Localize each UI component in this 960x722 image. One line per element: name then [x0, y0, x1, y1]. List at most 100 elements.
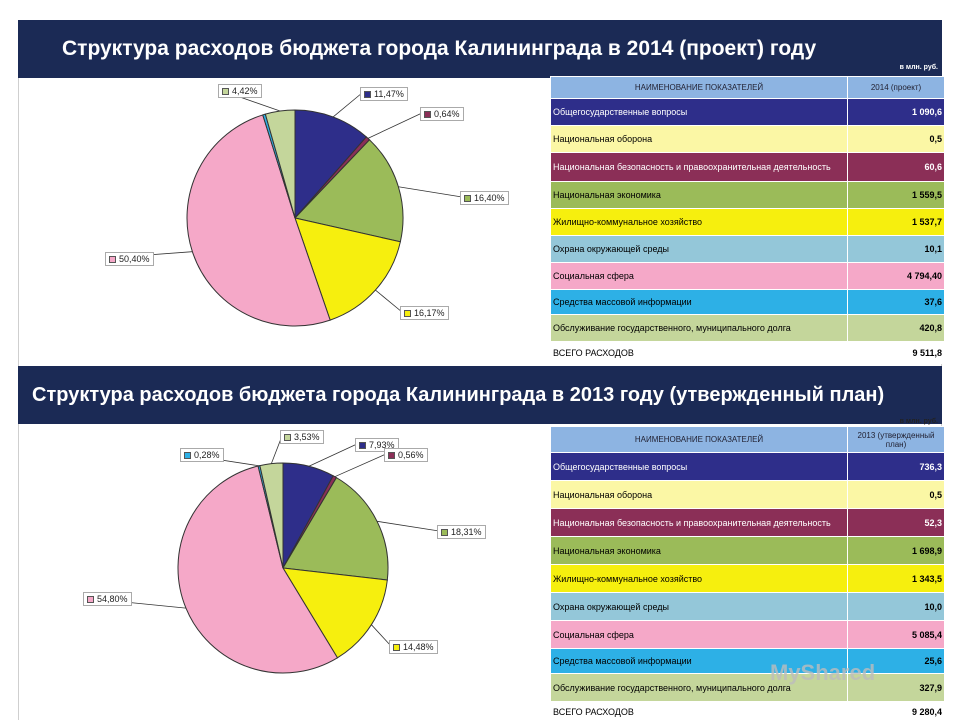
row-value: 1 698,9 — [848, 537, 945, 565]
table-row: Общегосударственные вопросы 736,3 — [551, 453, 945, 481]
legend-swatch-icon — [359, 442, 366, 449]
data-label-text: 50,40% — [119, 254, 150, 264]
data-label: 16,40% — [460, 191, 509, 205]
table-row: Социальная сфера 5 085,4 — [551, 621, 945, 649]
leader-line — [333, 93, 362, 117]
row-name: Социальная сфера — [551, 621, 848, 649]
leader-line — [377, 521, 439, 531]
watermark: MyShared — [770, 660, 875, 686]
row-value: 0,5 — [848, 126, 945, 153]
data-label-text: 54,80% — [97, 594, 128, 604]
leader-line — [335, 454, 386, 477]
data-label: 4,42% — [218, 84, 262, 98]
table-header-row: НАИМЕНОВАНИЕ ПОКАЗАТЕЛЕЙ 2014 (проект) — [551, 77, 945, 99]
row-value: 60,6 — [848, 153, 945, 182]
row-name: Охрана окружающей среды — [551, 593, 848, 621]
row-value: 1 559,5 — [848, 182, 945, 209]
data-label-text: 0,28% — [194, 450, 220, 460]
table-row: ВСЕГО РАСХОДОВ 9 511,8 — [551, 342, 945, 364]
row-value: 9 511,8 — [848, 342, 945, 364]
data-label: 54,80% — [83, 592, 132, 606]
table-row: Обслуживание государственного, муниципал… — [551, 674, 945, 702]
data-label: 14,48% — [389, 640, 438, 654]
row-value: 420,8 — [848, 315, 945, 342]
row-name: Общегосударственные вопросы — [551, 99, 848, 126]
leader-line — [368, 113, 422, 138]
table-row: Национальная безопасность и правоохранит… — [551, 509, 945, 537]
row-name: Обслуживание государственного, муниципал… — [551, 315, 848, 342]
table-row: Национальная оборона 0,5 — [551, 126, 945, 153]
leader-line — [398, 187, 462, 197]
row-value: 1 090,6 — [848, 99, 945, 126]
table-row: Национальная экономика 1 698,9 — [551, 537, 945, 565]
row-value: 52,3 — [848, 509, 945, 537]
column-header-name: НАИМЕНОВАНИЕ ПОКАЗАТЕЛЕЙ — [551, 427, 848, 453]
data-label-text: 16,40% — [474, 193, 505, 203]
table-row: Охрана окружающей среды 10,1 — [551, 236, 945, 263]
data-label: 0,28% — [180, 448, 224, 462]
column-header-value: 2013 (утвержденный план) — [848, 427, 945, 453]
legend-swatch-icon — [364, 91, 371, 98]
column-header-value: 2014 (проект) — [848, 77, 945, 99]
table-header-row: НАИМЕНОВАНИЕ ПОКАЗАТЕЛЕЙ 2013 (утвержденн… — [551, 427, 945, 453]
row-value: 37,6 — [848, 290, 945, 315]
table-row: Национальная оборона 0,5 — [551, 481, 945, 509]
row-value: 10,1 — [848, 236, 945, 263]
table-row: Национальная экономика 1 559,5 — [551, 182, 945, 209]
column-header-name: НАИМЕНОВАНИЕ ПОКАЗАТЕЛЕЙ — [551, 77, 848, 99]
table-row: Средства массовой информации 25,6 — [551, 649, 945, 674]
table-row: Жилищно-коммунальное хозяйство 1 537,7 — [551, 209, 945, 236]
legend-swatch-icon — [222, 88, 229, 95]
table-row: Жилищно-коммунальное хозяйство 1 343,5 — [551, 565, 945, 593]
table-row: Охрана окружающей среды 10,0 — [551, 593, 945, 621]
data-label-text: 18,31% — [451, 527, 482, 537]
data-label-text: 16,17% — [414, 308, 445, 318]
data-label-text: 0,56% — [398, 450, 424, 460]
row-name: Общегосударственные вопросы — [551, 453, 848, 481]
row-name: Национальная оборона — [551, 126, 848, 153]
data-label-text: 3,53% — [294, 432, 320, 442]
data-label-text: 14,48% — [403, 642, 434, 652]
data-label: 3,53% — [280, 430, 324, 444]
data-label: 11,47% — [360, 87, 408, 101]
data-label: 0,64% — [420, 107, 464, 121]
legend-swatch-icon — [404, 310, 411, 317]
row-name: Национальная экономика — [551, 537, 848, 565]
row-value: 4 794,40 — [848, 263, 945, 290]
data-label-text: 0,64% — [434, 109, 460, 119]
row-name: Национальная экономика — [551, 182, 848, 209]
table-row: Средства массовой информации 37,6 — [551, 290, 945, 315]
row-value: 1 537,7 — [848, 209, 945, 236]
row-name: Жилищно-коммунальное хозяйство — [551, 209, 848, 236]
data-label: 50,40% — [105, 252, 154, 266]
legend-swatch-icon — [441, 529, 448, 536]
data-label: 16,17% — [400, 306, 449, 320]
legend-swatch-icon — [388, 452, 395, 459]
legend-swatch-icon — [393, 644, 400, 651]
row-name: Национальная оборона — [551, 481, 848, 509]
legend-swatch-icon — [109, 256, 116, 263]
row-name: ВСЕГО РАСХОДОВ — [551, 342, 848, 364]
budget-table-2013: НАИМЕНОВАНИЕ ПОКАЗАТЕЛЕЙ 2013 (утвержденн… — [550, 426, 945, 722]
row-value: 10,0 — [848, 593, 945, 621]
row-name: Охрана окружающей среды — [551, 236, 848, 263]
legend-swatch-icon — [424, 111, 431, 118]
table-row: ВСЕГО РАСХОДОВ 9 280,4 — [551, 702, 945, 722]
row-value: 9 280,4 — [848, 702, 945, 722]
leader-line — [375, 290, 402, 312]
row-name: Социальная сфера — [551, 263, 848, 290]
data-label-text: 4,42% — [232, 86, 258, 96]
table-row: Обслуживание государственного, муниципал… — [551, 315, 945, 342]
row-value: 5 085,4 — [848, 621, 945, 649]
data-label: 18,31% — [437, 525, 486, 539]
row-name: ВСЕГО РАСХОДОВ — [551, 702, 848, 722]
row-name: Жилищно-коммунальное хозяйство — [551, 565, 848, 593]
budget-table-2014: НАИМЕНОВАНИЕ ПОКАЗАТЕЛЕЙ 2014 (проект) Общ… — [550, 76, 945, 364]
table-row: Общегосударственные вопросы 1 090,6 — [551, 99, 945, 126]
row-name: Средства массовой информации — [551, 290, 848, 315]
row-name: Национальная безопасность и правоохранит… — [551, 153, 848, 182]
leader-line — [309, 444, 357, 466]
table-row: Национальная безопасность и правоохранит… — [551, 153, 945, 182]
row-name: Национальная безопасность и правоохранит… — [551, 509, 848, 537]
legend-swatch-icon — [184, 452, 191, 459]
